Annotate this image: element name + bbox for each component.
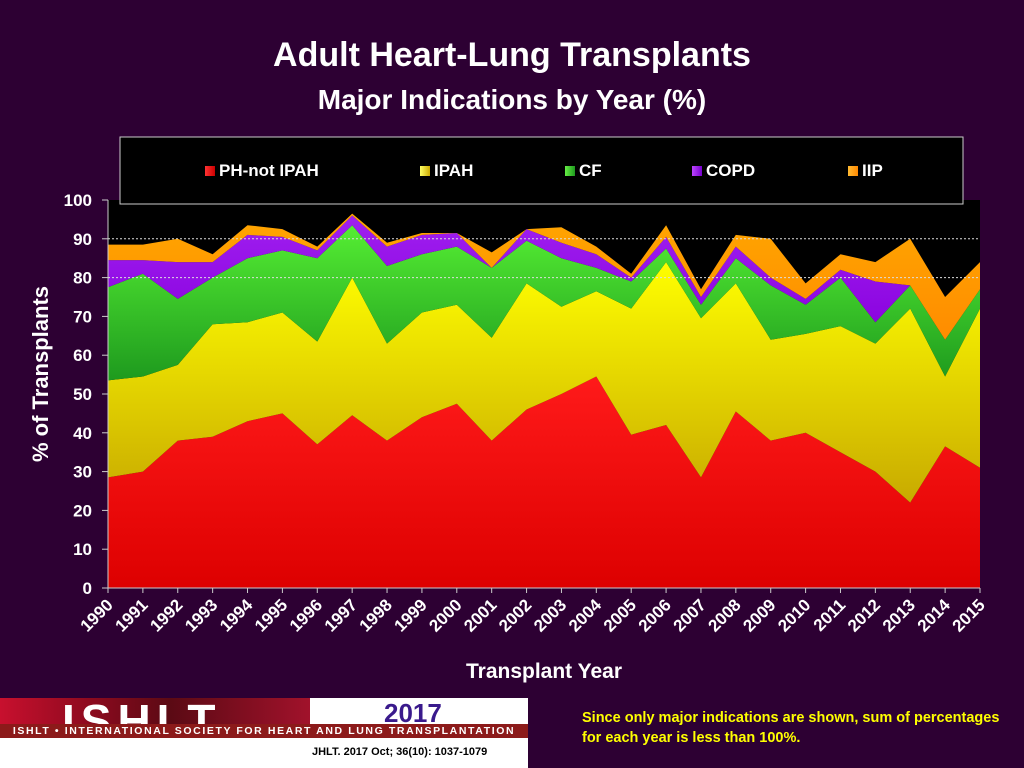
legend-label: IIP [862, 161, 883, 180]
x-tick-label: 1999 [391, 595, 431, 635]
x-tick-label: 2014 [914, 595, 955, 636]
footer: ISHLT ISHLT • INTERNATIONAL SOCIETY FOR … [0, 695, 1024, 768]
y-tick-label: 50 [73, 385, 92, 404]
citation: JHLT. 2017 Oct; 36(10): 1037-1079 [312, 746, 488, 758]
x-tick-label: 2006 [635, 595, 675, 635]
x-tick-label: 1992 [146, 595, 186, 635]
legend-swatch [420, 166, 430, 176]
x-tick-label: 1997 [321, 595, 361, 635]
y-tick-label: 30 [73, 463, 92, 482]
y-tick-label: 90 [73, 230, 92, 249]
y-tick-label: 0 [83, 579, 92, 598]
x-tick-label: 1991 [112, 595, 152, 635]
x-tick-label: 2012 [844, 595, 884, 635]
x-tick-label: 2011 [810, 595, 850, 635]
x-tick-label: 2009 [739, 595, 779, 635]
y-tick-label: 20 [73, 501, 92, 520]
y-tick-label: 40 [73, 424, 92, 443]
legend-swatch [692, 166, 702, 176]
legend-swatch [205, 166, 215, 176]
legend-label: PH-not IPAH [219, 161, 319, 180]
x-tick-label: 1993 [181, 595, 221, 635]
y-tick-label: 70 [73, 307, 92, 326]
y-axis-label: % of Transplants [28, 286, 53, 462]
chart-title: Adult Heart-Lung Transplants [273, 36, 751, 74]
y-tick-label: 60 [73, 346, 92, 365]
chart-subtitle: Major Indications by Year (%) [317, 84, 707, 115]
x-tick-label: 2000 [425, 595, 465, 635]
area-series-ph-not-ipah [108, 376, 980, 588]
report-year: 2017 [384, 698, 442, 728]
footnote: Since only major indications are shown, … [582, 710, 1000, 746]
x-tick-label: 2001 [460, 595, 500, 635]
area-series-ipah [108, 262, 980, 503]
area-series-copd [108, 215, 980, 340]
legend-label: COPD [706, 161, 755, 180]
x-axis-label: Transplant Year [466, 660, 622, 683]
ishlt-logo: ISHLT ISHLT • INTERNATIONAL SOCIETY FOR … [0, 695, 528, 768]
x-tick-label: 2010 [774, 595, 814, 635]
x-tick-label: 2008 [704, 595, 744, 635]
x-tick-label: 1995 [251, 595, 291, 635]
stacked-area-chart: PH-not IPAH IPAH CF COPD IIP 0 10 20 30 40 50 60 70… [28, 136, 989, 683]
x-tick-label: 2007 [670, 595, 710, 635]
x-tick-label: 1994 [216, 595, 257, 636]
legend-label: IPAH [434, 161, 473, 180]
area-series-iip [108, 213, 980, 340]
logo-wordmark: ISHLT [62, 695, 222, 747]
legend-label: CF [579, 161, 602, 180]
legend-box [119, 136, 964, 205]
organization-name: ISHLT • INTERNATIONAL SOCIETY FOR HEART … [0, 724, 528, 738]
x-tick-label: 2004 [565, 595, 606, 636]
x-tick-label: 2005 [600, 595, 640, 635]
y-tick-label: 10 [73, 540, 92, 559]
x-tick-label: 1998 [356, 595, 396, 635]
y-tick-label: 100 [64, 191, 92, 210]
x-tick-label: 2013 [879, 595, 919, 635]
x-tick-label: 2003 [530, 595, 570, 635]
x-tick-label: 2002 [495, 595, 535, 635]
x-tick-label: 1996 [286, 595, 326, 635]
area-series-cf [108, 225, 980, 381]
x-tick-label: 1990 [77, 595, 117, 635]
y-tick-label: 80 [73, 269, 92, 288]
legend-swatch [565, 166, 575, 176]
x-tick-label: 2015 [949, 595, 989, 635]
legend-swatch [848, 166, 858, 176]
